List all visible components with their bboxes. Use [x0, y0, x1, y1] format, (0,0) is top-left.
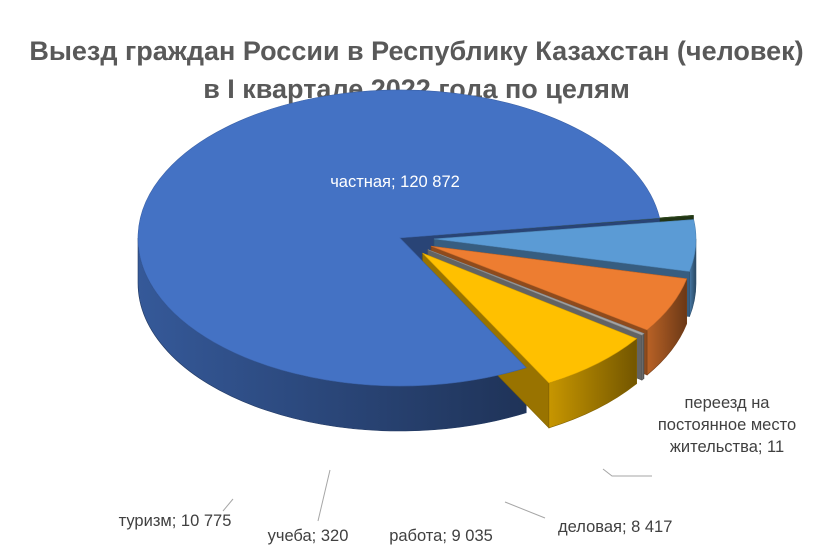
leader-line-5 — [222, 498, 234, 512]
leader-line-4 — [317, 469, 331, 522]
data-label-2-line-0: деловая; 8 417 — [558, 518, 672, 536]
data-label-0-line-0: частная; 120 872 — [330, 173, 460, 191]
data-label-5-line-0: туризм; 10 775 — [119, 512, 232, 530]
data-label-1-line-0: переезд на — [685, 394, 771, 412]
data-label-4: учеба; 320 — [268, 527, 349, 545]
data-label-5: туризм; 10 775 — [119, 512, 232, 530]
slice-tops — [137, 89, 697, 387]
chart-title: Выезд граждан России в Республику Казахс… — [0, 32, 833, 108]
data-label-3: работа; 9 035 — [389, 527, 493, 545]
slice-top-2 — [433, 219, 697, 272]
data-label-4-line-0: учеба; 320 — [268, 527, 349, 545]
data-label-2: деловая; 8 417 — [558, 518, 672, 536]
data-labels: частная; 120 872 переезд на постоянное мес… — [119, 173, 797, 545]
leader-line-2 — [504, 501, 546, 519]
data-label-1: переезд на постоянное место жительства; 11 — [658, 394, 796, 456]
data-label-0: частная; 120 872 — [330, 173, 460, 191]
data-label-1-line-2: жительства; 11 — [670, 438, 784, 456]
slice-top-3 — [431, 245, 688, 331]
slice-top-0 — [137, 89, 660, 387]
leader-line-1 — [602, 468, 652, 477]
slice-top-5 — [422, 252, 638, 384]
slice-top-4 — [427, 249, 645, 336]
data-label-3-line-0: работа; 9 035 — [389, 527, 493, 545]
chart-title-line-1: Выезд граждан России в Республику Казахс… — [29, 36, 804, 66]
slice-side-4-0 — [641, 332, 645, 381]
data-label-1-line-1: постоянное место — [658, 416, 796, 434]
